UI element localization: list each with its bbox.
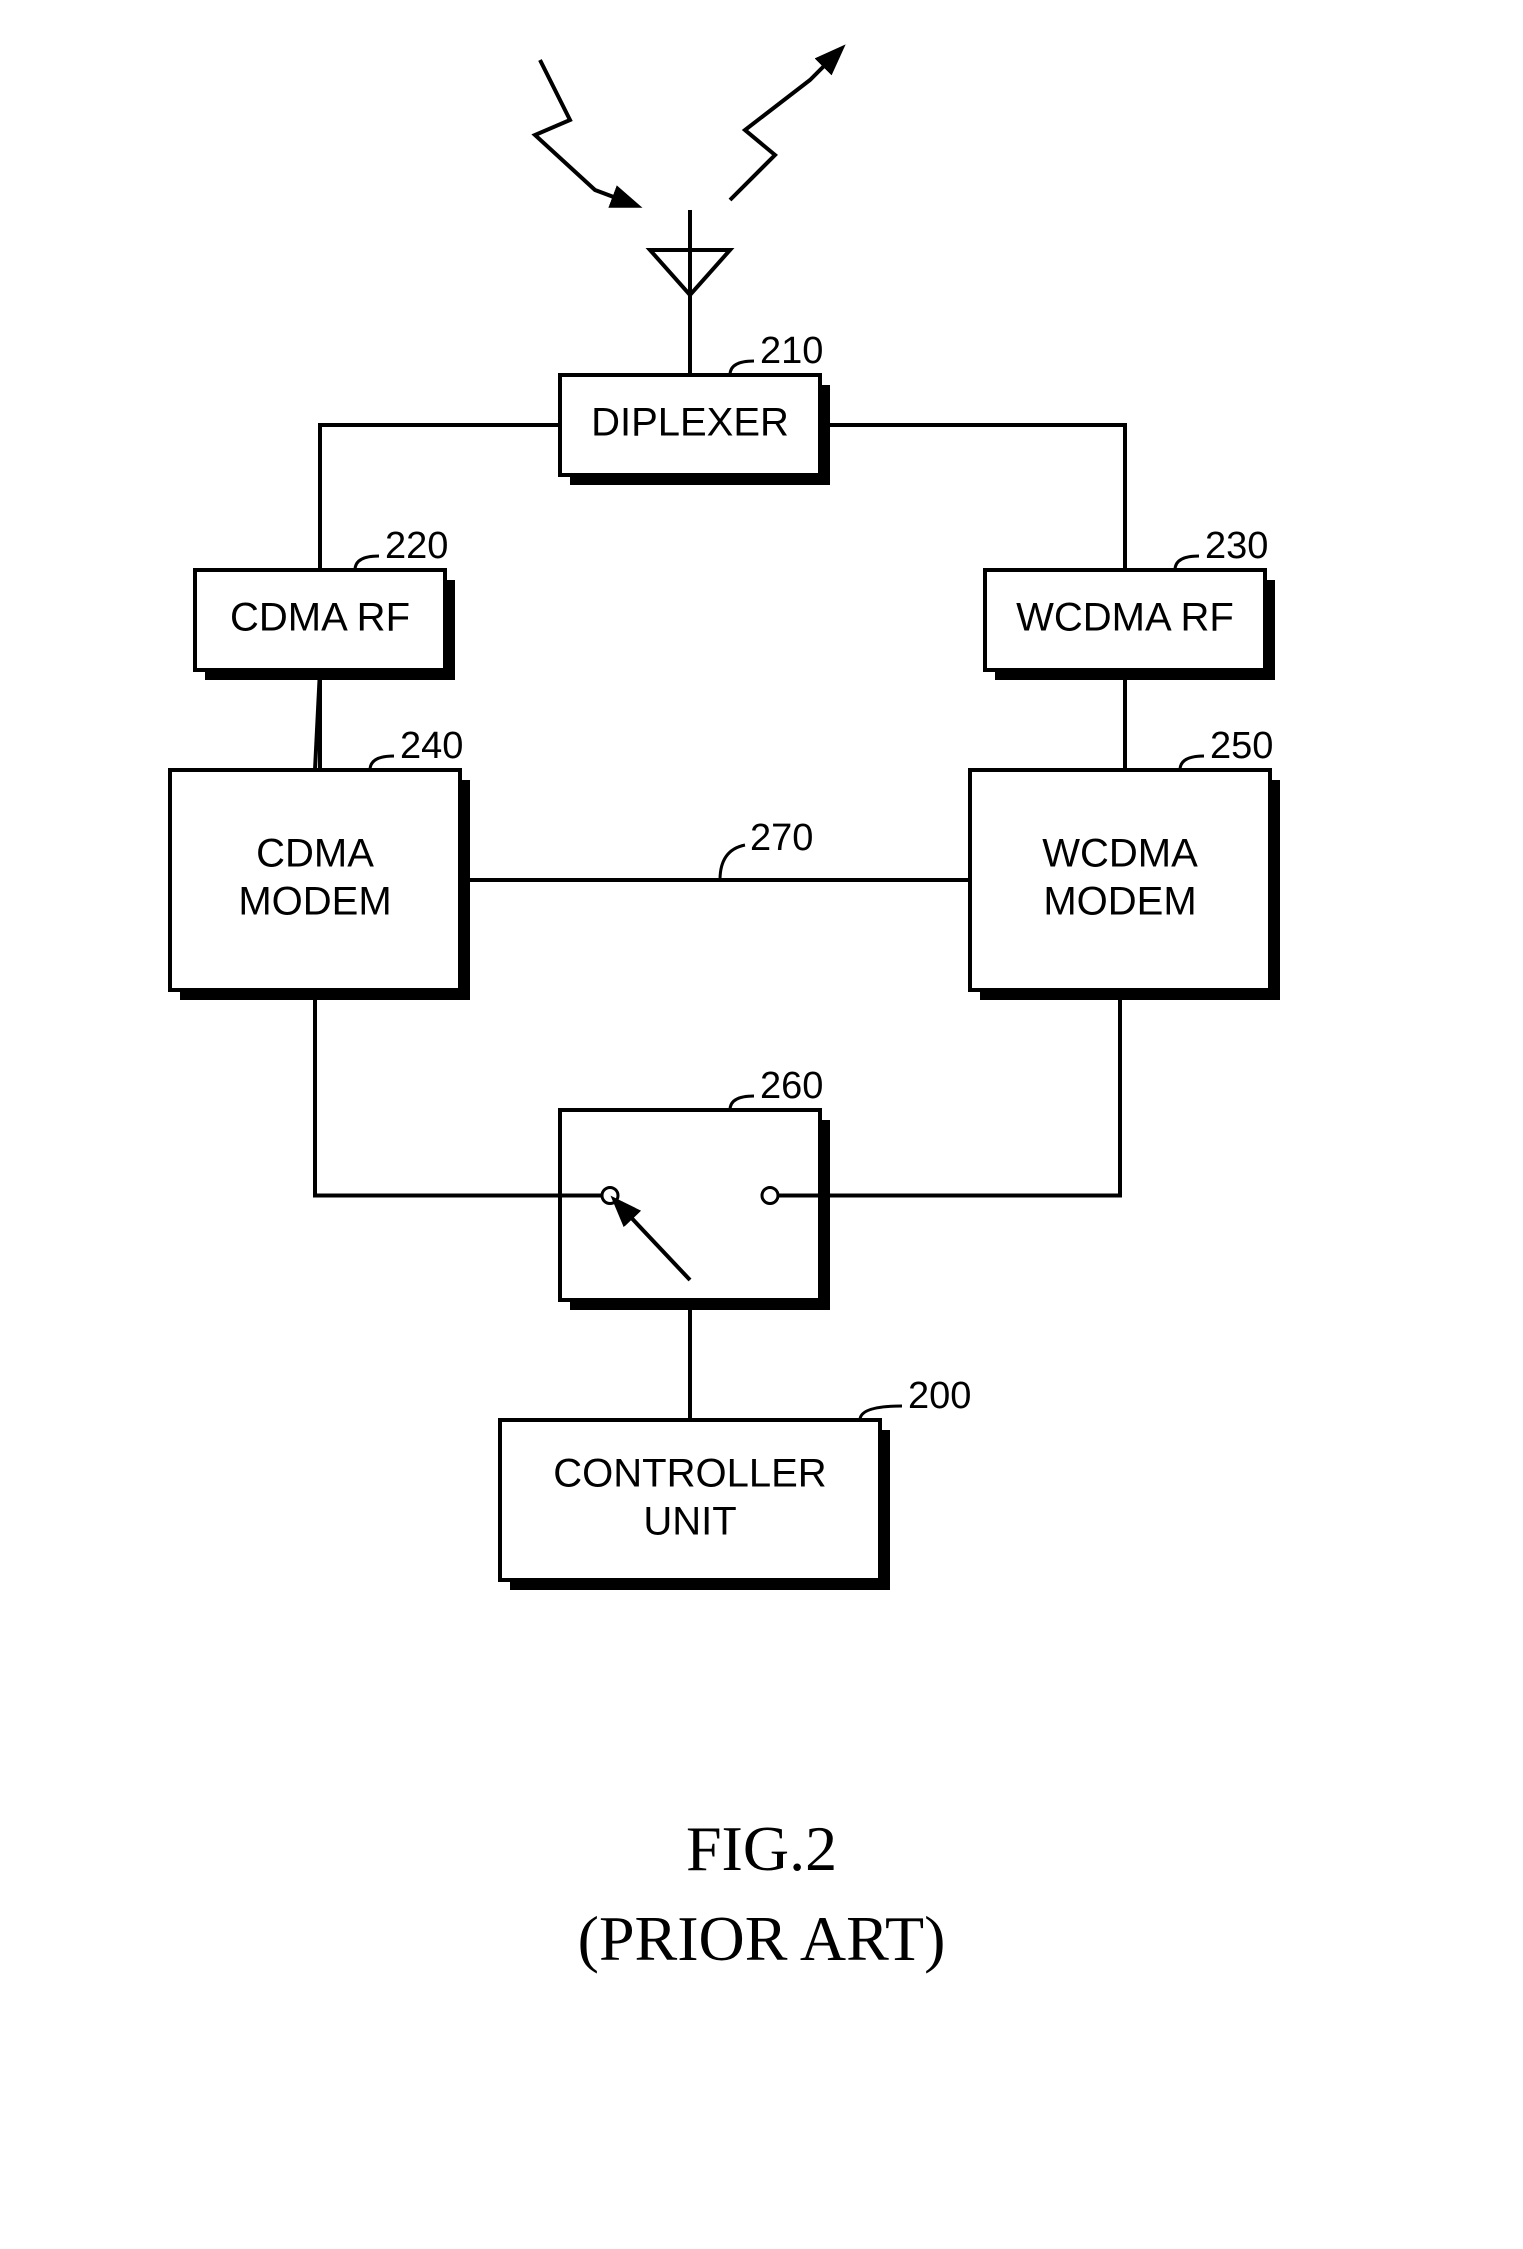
wire-wcdmamodem-switch <box>820 990 1120 1196</box>
intermodem-ref: 270 <box>750 817 813 859</box>
wcdma_modem-ref: 250 <box>1210 725 1273 767</box>
switch-ref: 260 <box>760 1065 823 1107</box>
figure-caption-line2: (PRIOR ART) <box>578 1903 946 1974</box>
antenna-tx-wave <box>730 50 840 200</box>
wcdma_modem-ref-leader <box>1180 756 1204 770</box>
cdma_modem-label-1: MODEM <box>238 880 391 924</box>
switch-ref-leader <box>730 1096 754 1110</box>
cdma_rf-label-0: CDMA RF <box>230 596 410 640</box>
figure-caption-line1: FIG.2 <box>686 1813 837 1884</box>
wire-diplexer-wcdmarf <box>820 425 1125 570</box>
cdma_rf-ref-leader <box>355 556 379 570</box>
diplexer-block: DIPLEXER 210 <box>560 330 830 485</box>
antenna-rx-wave <box>535 60 635 205</box>
intermodem-ref-leader <box>720 845 745 880</box>
diplexer-ref: 210 <box>760 330 823 372</box>
controller-block: CONTROLLERUNIT 200 <box>500 1375 971 1590</box>
wcdma_rf-ref: 230 <box>1205 525 1268 567</box>
controller-label-0: CONTROLLER <box>553 1452 826 1496</box>
controller-label-1: UNIT <box>643 1500 736 1544</box>
wcdma_rf-ref-leader <box>1175 556 1199 570</box>
controller-ref: 200 <box>908 1375 971 1417</box>
cdma_modem-ref: 240 <box>400 725 463 767</box>
controller-ref-leader <box>860 1406 902 1420</box>
switch-contact-right <box>762 1188 778 1204</box>
wcdma_modem-label-0: WCDMA <box>1042 832 1198 876</box>
switch-block: 260 <box>560 1065 830 1310</box>
cdma_rf-ref: 220 <box>385 525 448 567</box>
wcdma_rf-label-0: WCDMA RF <box>1016 596 1234 640</box>
diagram-canvas: DIPLEXER210CDMA RF220WCDMA RF230CDMAMODE… <box>0 0 1523 2249</box>
wcdma_modem-label-1: MODEM <box>1043 880 1196 924</box>
wcdma_rf-block: WCDMA RF 230 <box>985 525 1275 680</box>
switch-contact-left <box>602 1188 618 1204</box>
cdma_modem-ref-leader <box>370 756 394 770</box>
cdma_rf-block: CDMA RF 220 <box>195 525 455 680</box>
diplexer-label-0: DIPLEXER <box>591 401 789 445</box>
diplexer-ref-leader <box>730 361 754 375</box>
cdma_modem-label-0: CDMA <box>256 832 374 876</box>
wire-cdmamodem-switch <box>315 990 560 1196</box>
